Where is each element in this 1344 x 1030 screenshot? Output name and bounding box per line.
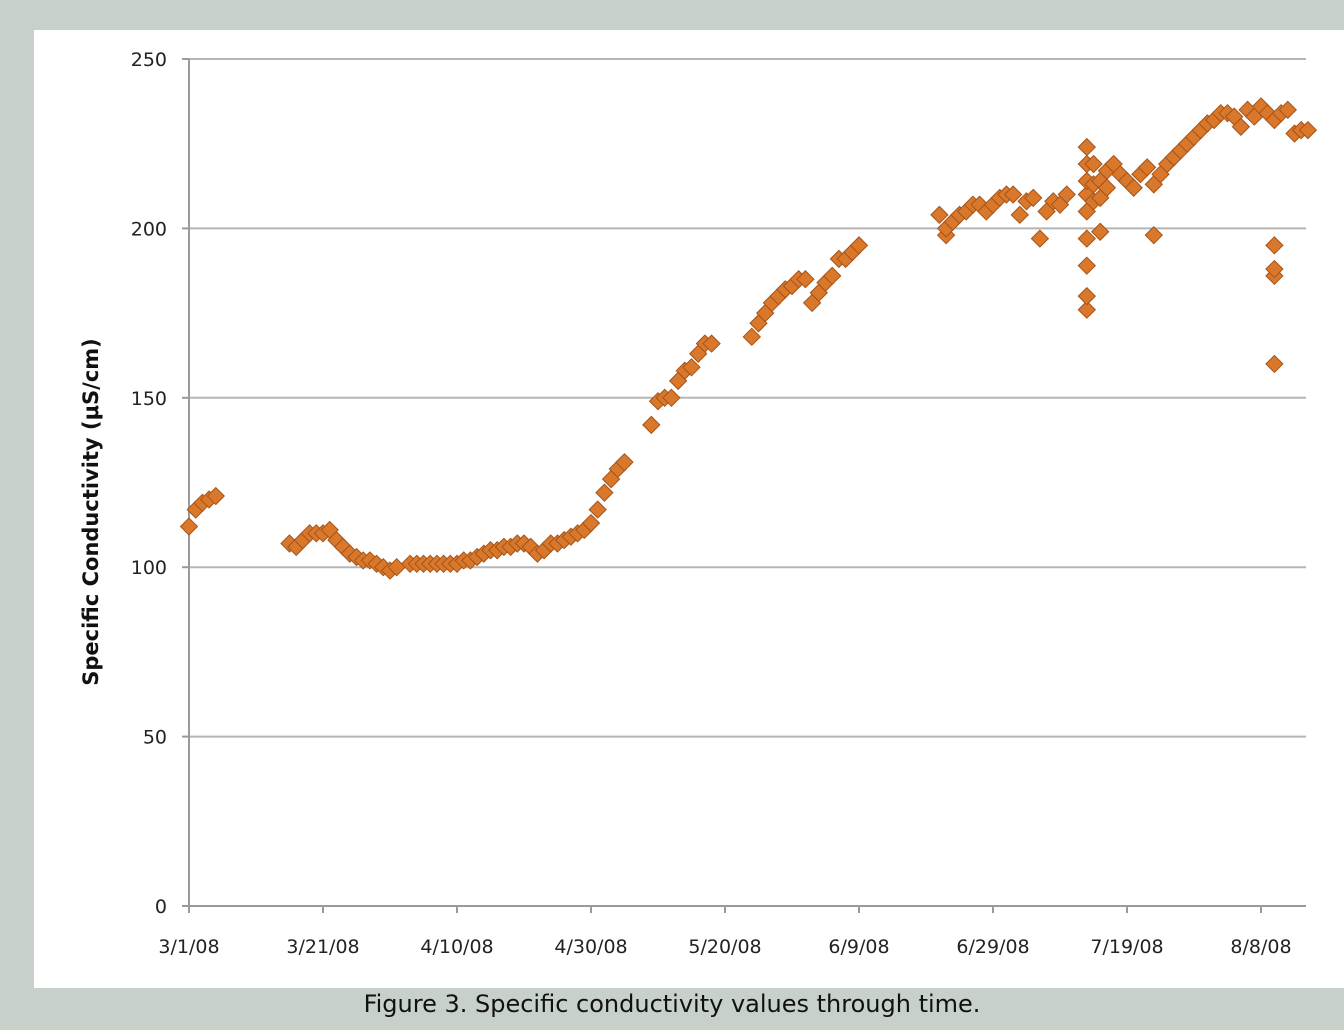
data-point bbox=[849, 236, 869, 255]
y-tick-label: 0 bbox=[155, 896, 167, 918]
data-point bbox=[1030, 229, 1050, 248]
y-tick-label: 100 bbox=[131, 557, 167, 579]
figure-caption: Figure 3. Specific conductivity values t… bbox=[363, 990, 981, 1018]
y-tick-label: 50 bbox=[143, 727, 167, 749]
data-point bbox=[588, 500, 607, 519]
x-tick-label: 3/1/08 bbox=[158, 936, 219, 958]
x-tick-label: 5/20/08 bbox=[688, 936, 761, 958]
data-point bbox=[930, 205, 949, 225]
y-tick-label: 150 bbox=[131, 388, 167, 410]
x-tick-label: 4/10/08 bbox=[420, 936, 493, 958]
data-point bbox=[1084, 154, 1103, 174]
y-tick-labels: 0 50 100 150 200 250 bbox=[131, 49, 167, 918]
data-point bbox=[615, 452, 634, 472]
data-point bbox=[1023, 188, 1043, 208]
data-point bbox=[662, 388, 681, 408]
y-tick-label: 250 bbox=[131, 49, 167, 71]
scatter-chart: 0 50 100 150 200 250 3/1/08 3/21/08 4/10/08 4/30… bbox=[79, 49, 1318, 958]
axes bbox=[182, 58, 1306, 913]
data-point bbox=[206, 486, 226, 506]
data-point bbox=[1265, 259, 1284, 279]
data-point bbox=[1097, 178, 1117, 197]
data-point bbox=[822, 266, 842, 286]
data-points bbox=[179, 97, 1318, 580]
data-point bbox=[1077, 137, 1097, 157]
x-tick-label: 7/19/08 bbox=[1090, 936, 1163, 958]
x-tick-label: 8/8/08 bbox=[1230, 936, 1291, 958]
x-tick-label: 6/9/08 bbox=[828, 936, 889, 958]
y-tick-label: 200 bbox=[131, 218, 167, 240]
data-point bbox=[1144, 225, 1164, 245]
data-point bbox=[742, 327, 762, 347]
data-point bbox=[1077, 286, 1097, 306]
x-tick-label: 4/30/08 bbox=[554, 936, 627, 958]
data-point bbox=[1077, 229, 1097, 248]
data-point bbox=[1077, 256, 1097, 275]
data-point bbox=[1010, 205, 1030, 225]
data-point bbox=[702, 334, 721, 353]
data-point bbox=[1057, 185, 1076, 204]
data-point bbox=[595, 483, 614, 502]
data-point bbox=[581, 513, 601, 533]
data-point bbox=[682, 358, 701, 377]
x-tick-label: 3/21/08 bbox=[286, 936, 359, 958]
x-tick-labels: 3/1/08 3/21/08 4/10/08 4/30/08 5/20/08 6/9/08… bbox=[158, 936, 1291, 958]
data-point bbox=[642, 415, 661, 435]
chart-panel: 0 50 100 150 200 250 3/1/08 3/21/08 4/10/08 4/30… bbox=[34, 30, 1344, 988]
y-axis-label: Specific Conductivity (μS/cm) bbox=[79, 338, 103, 686]
data-point bbox=[1077, 300, 1097, 319]
data-point bbox=[1090, 222, 1110, 241]
data-point bbox=[1298, 120, 1318, 140]
data-point bbox=[1137, 158, 1157, 177]
data-point bbox=[1265, 354, 1284, 374]
data-point bbox=[1003, 185, 1023, 204]
data-point bbox=[796, 270, 815, 289]
data-point bbox=[179, 517, 199, 536]
data-point bbox=[1231, 117, 1251, 136]
data-point bbox=[1265, 236, 1284, 255]
data-point bbox=[1278, 100, 1298, 120]
data-point bbox=[1124, 178, 1143, 197]
x-tick-label: 6/29/08 bbox=[956, 936, 1029, 958]
grid-lines bbox=[189, 58, 1306, 738]
